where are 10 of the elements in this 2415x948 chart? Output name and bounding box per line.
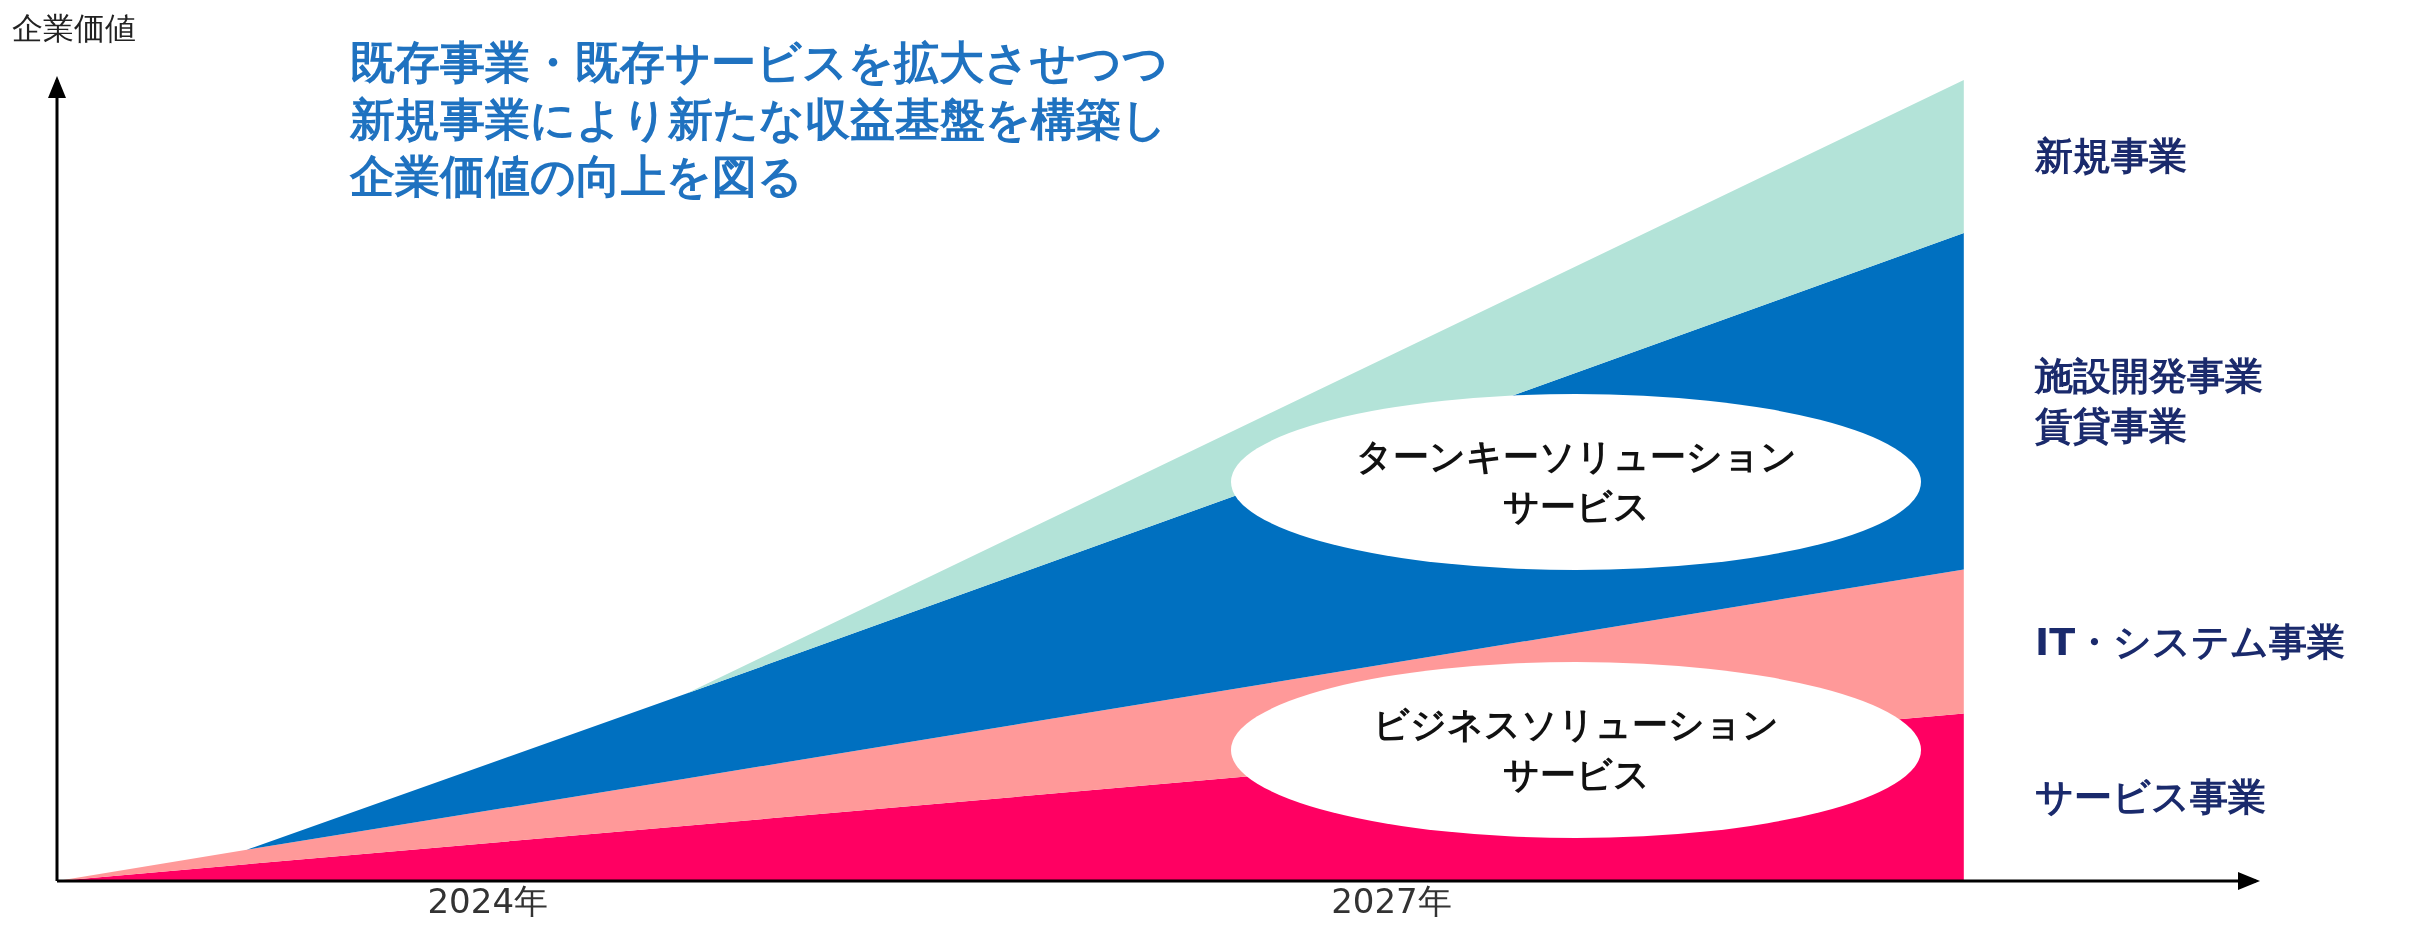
series-label: IT・システム事業 (2035, 618, 2346, 666)
annotation: ターンキーソリューションサービス (1354, 435, 1798, 529)
series-label: 施設開発事業賃貸事業 (2035, 353, 2264, 451)
series-label: 新規事業 (2035, 133, 2187, 181)
x-tick-label: 2024年 (427, 881, 549, 922)
y-axis-title: 企業価値 (12, 9, 136, 48)
chart-title: 既存事業・既存サービスを拡大させつつ新規事業により新たな収益基盤を構築し企業価値の向上を図る (350, 35, 1169, 205)
x-tick-label: 2027年 (1331, 881, 1452, 922)
series-label: サービス事業 (2035, 774, 2266, 822)
annotation: ビジネスソリューションサービス (1372, 703, 1780, 797)
